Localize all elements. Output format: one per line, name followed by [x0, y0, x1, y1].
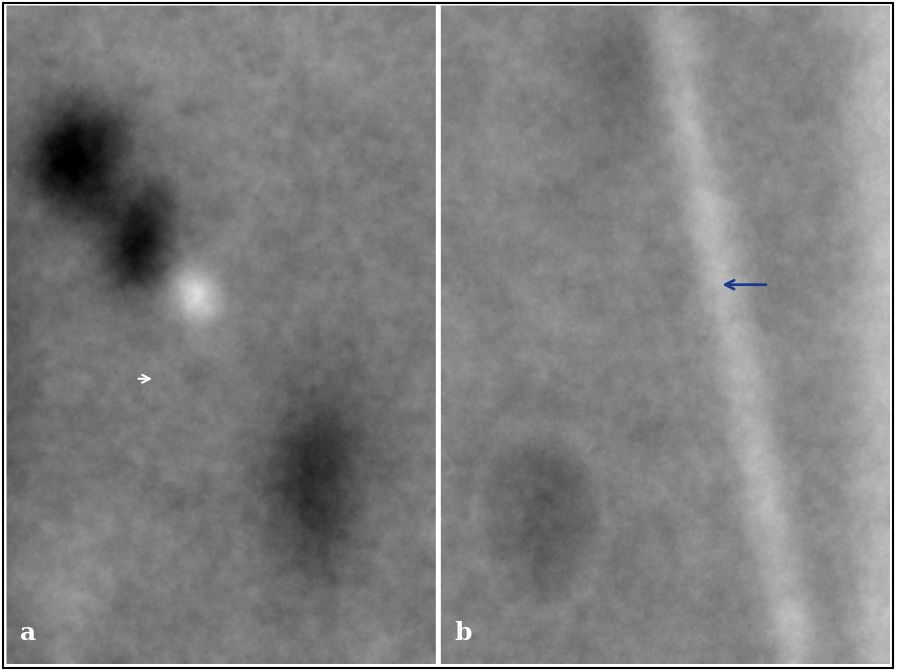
- Text: b: b: [455, 621, 472, 645]
- Text: a: a: [20, 621, 36, 645]
